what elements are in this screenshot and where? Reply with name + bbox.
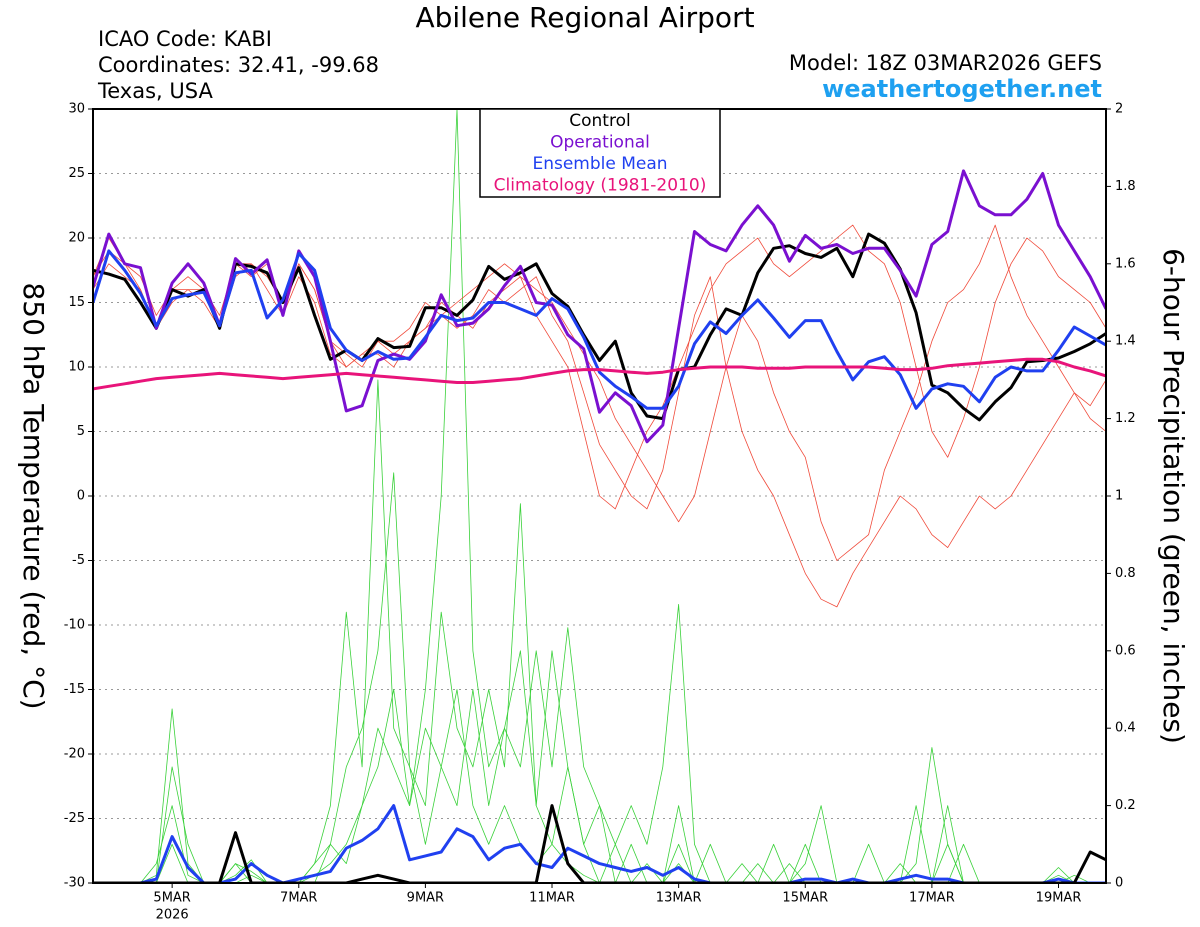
x-tick-label: 13MAR [656, 891, 702, 906]
legend-entry: Operational [550, 133, 650, 153]
x-tick-label: 11MAR [529, 891, 575, 906]
y-tick-label: 15 [68, 295, 85, 310]
y-tick-label: 10 [68, 360, 85, 375]
series-line [93, 357, 1106, 391]
legend-entry: Control [569, 111, 630, 131]
info-line: Texas, USA [97, 79, 213, 103]
y2-tick-label: 1.4 [1115, 334, 1136, 349]
y-tick-label: -15 [64, 682, 85, 697]
y-tick-label: -10 [64, 618, 85, 633]
y2-tick-label: 0.2 [1115, 798, 1136, 813]
y2-tick-label: 2 [1115, 102, 1123, 117]
x-tick-label: 15MAR [782, 891, 828, 906]
legend-entry: Ensemble Mean [532, 154, 667, 174]
series-line [93, 249, 1106, 410]
x-tick-label: 7MAR [280, 891, 317, 906]
member-line [93, 109, 1106, 883]
x-tick-label: 9MAR [407, 891, 444, 906]
member-line [93, 250, 1106, 608]
y-tick-label: 30 [68, 102, 85, 117]
member-line [93, 224, 1106, 510]
y-tick-label: -5 [72, 553, 85, 568]
plot-area [93, 109, 1106, 883]
y-tick-label: 20 [68, 231, 85, 246]
x-tick-label: 19MAR [1036, 891, 1082, 906]
member-line [93, 604, 1106, 883]
y-tick-label: -20 [64, 747, 85, 762]
y2-axis-label: 6-hour Precipitation (green, inches) [1157, 248, 1190, 744]
info-line: ICAO Code: KABI [98, 27, 272, 51]
legend-entry: Climatology (1981-2010) [494, 176, 707, 196]
y2-tick-label: 0.6 [1115, 643, 1136, 658]
y-tick-label: 0 [77, 489, 85, 504]
y-tick-label: 5 [77, 424, 85, 439]
site-link[interactable]: weathertogether.net [822, 75, 1102, 103]
x-tick-label: 5MAR [153, 891, 190, 906]
member-line [93, 224, 1106, 561]
y2-tick-label: 0.4 [1115, 721, 1136, 736]
series-line [93, 169, 1106, 444]
y-tick-label: -30 [64, 876, 85, 891]
y2-tick-label: 1 [1115, 489, 1123, 504]
info-line: Coordinates: 32.41, -99.68 [98, 53, 379, 77]
model-label: Model: 18Z 03MAR2026 GEFS [789, 51, 1102, 75]
y2-tick-label: 1.2 [1115, 411, 1136, 426]
y2-tick-label: 0 [1115, 876, 1123, 891]
y2-tick-label: 1.8 [1115, 179, 1136, 194]
legend-box [479, 108, 721, 198]
member-line [93, 804, 1106, 883]
y-axis-label: 850 hPa Temperature (red, °C) [17, 282, 50, 709]
x-sublabel: 2026 [156, 908, 189, 923]
y-tick-label: -25 [64, 811, 85, 826]
y2-tick-label: 1.6 [1115, 256, 1136, 271]
y2-tick-label: 0.8 [1115, 566, 1136, 581]
axes: -30 -25 -20 -15 -10 -5 0 5 10 15 20 25 30 0 0.2 0.4 0.6 0… [64, 102, 1136, 923]
y-tick-label: 25 [68, 166, 85, 181]
x-tick-label: 17MAR [909, 891, 955, 906]
chart-title: Abilene Regional Airport [415, 1, 754, 34]
